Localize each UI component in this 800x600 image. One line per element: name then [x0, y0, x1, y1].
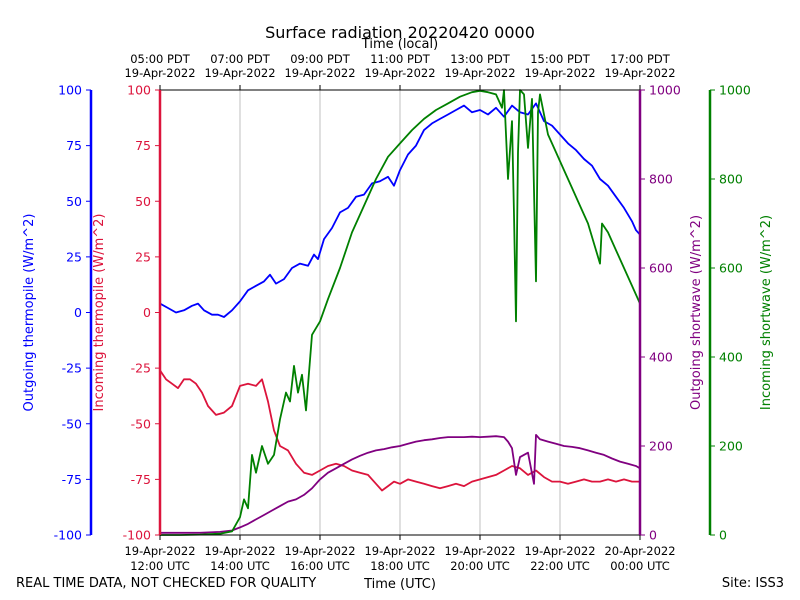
top-tick-date: 19-Apr-2022 [444, 66, 515, 80]
in_sw-tick-label: 200 [719, 439, 743, 454]
out_tp-series-line [159, 102, 641, 318]
in_tp-tick-label: -50 [131, 416, 151, 431]
in_sw-axis-label: Incoming shortwave (W/m^2) [759, 215, 774, 410]
in_sw-tick-label: 0 [719, 528, 727, 543]
in_sw-tick-label: 1000 [719, 83, 751, 98]
in_tp-tick-label: 50 [135, 194, 151, 209]
bottom-tick-date: 19-Apr-2022 [444, 544, 515, 558]
vertical-gridlines [239, 90, 561, 535]
out_sw-tick-label: 200 [649, 439, 673, 454]
in_tp-tick-label: -100 [123, 528, 151, 543]
top-tick-time: 09:00 PDT [290, 52, 351, 66]
out_tp-tick-label: -75 [62, 472, 82, 487]
out_tp-tick-label: 50 [66, 194, 82, 209]
bottom-tick-date: 19-Apr-2022 [124, 544, 195, 558]
bottom-tick-date: 19-Apr-2022 [364, 544, 435, 558]
out_sw-tick-label: 800 [649, 172, 673, 187]
x-axis-label: Time (UTC) [363, 577, 436, 592]
bottom-tick-date: 20-Apr-2022 [604, 544, 675, 558]
in_tp-axis-label: Incoming thermopile (W/m^2) [92, 214, 107, 412]
out_sw-tick-label: 600 [649, 261, 673, 276]
axes: -100 -75 -50 -25 0 25 50 75 100 Outgoing thermopi… [22, 83, 774, 543]
out_tp-tick-label: 75 [66, 138, 82, 153]
out_tp-tick-label: -25 [62, 361, 82, 376]
bottom-tick-time: 22:00 UTC [530, 559, 590, 573]
out_tp-tick-label: -100 [54, 528, 82, 543]
in_tp-tick-label: 0 [143, 305, 151, 320]
bottom-tick-date: 19-Apr-2022 [284, 544, 355, 558]
top-tick-time: 17:00 PDT [610, 52, 671, 66]
top-tick-date: 19-Apr-2022 [524, 66, 595, 80]
top-tick-date: 19-Apr-2022 [124, 66, 195, 80]
out_sw-tick-label: 1000 [649, 83, 681, 98]
bottom-tick-date: 19-Apr-2022 [524, 544, 595, 558]
bottom-tick-time: 00:00 UTC [610, 559, 670, 573]
out_tp-axis-label: Outgoing thermopile (W/m^2) [22, 214, 37, 412]
out_sw-tick-label: 0 [649, 528, 657, 543]
in_sw-tick-label: 800 [719, 172, 743, 187]
top-tick-time: 11:00 PDT [370, 52, 431, 66]
in_tp-tick-label: -25 [131, 361, 151, 376]
top-tick-time: 15:00 PDT [530, 52, 591, 66]
bottom-tick-date: 19-Apr-2022 [204, 544, 275, 558]
top-tick-time: 07:00 PDT [210, 52, 271, 66]
in_sw-tick-label: 400 [719, 350, 743, 365]
top-tick-date: 19-Apr-2022 [364, 66, 435, 80]
in_tp-tick-label: 100 [127, 83, 151, 98]
top-tick-date: 19-Apr-2022 [284, 66, 355, 80]
in_sw-tick-label: 600 [719, 261, 743, 276]
site-label: Site: ISS3 [722, 576, 784, 591]
top-tick-date: 19-Apr-2022 [204, 66, 275, 80]
out_tp-tick-label: 0 [74, 305, 82, 320]
bottom-tick-time: 20:00 UTC [450, 559, 510, 573]
bottom-tick-time: 18:00 UTC [370, 559, 430, 573]
out_tp-tick-label: 25 [66, 249, 82, 264]
bottom-tick-time: 12:00 UTC [130, 559, 190, 573]
series-lines [159, 89, 641, 536]
out_tp-tick-label: 100 [58, 83, 82, 98]
bottom-tick-time: 14:00 UTC [210, 559, 270, 573]
out_sw-axis-label: Outgoing shortwave (W/m^2) [689, 215, 704, 410]
out_sw-tick-label: 400 [649, 350, 673, 365]
top-axis-label: Time (local) [361, 37, 438, 52]
top-tick-time: 05:00 PDT [130, 52, 191, 66]
top-tick-date: 19-Apr-2022 [604, 66, 675, 80]
out_sw-series-line [160, 434, 641, 534]
in_tp-tick-label: 75 [135, 138, 151, 153]
chart-title: Surface radiation 20220420 0000 [265, 23, 535, 42]
in_tp-tick-label: 25 [135, 249, 151, 264]
top-tick-time: 13:00 PDT [450, 52, 511, 66]
in_sw-series-line [160, 89, 641, 536]
quality-note: REAL TIME DATA, NOT CHECKED FOR QUALITY [16, 576, 316, 591]
out_tp-tick-label: -50 [62, 416, 82, 431]
in_tp-series-line [159, 369, 640, 492]
in_tp-tick-label: -75 [131, 472, 151, 487]
bottom-tick-time: 16:00 UTC [290, 559, 350, 573]
